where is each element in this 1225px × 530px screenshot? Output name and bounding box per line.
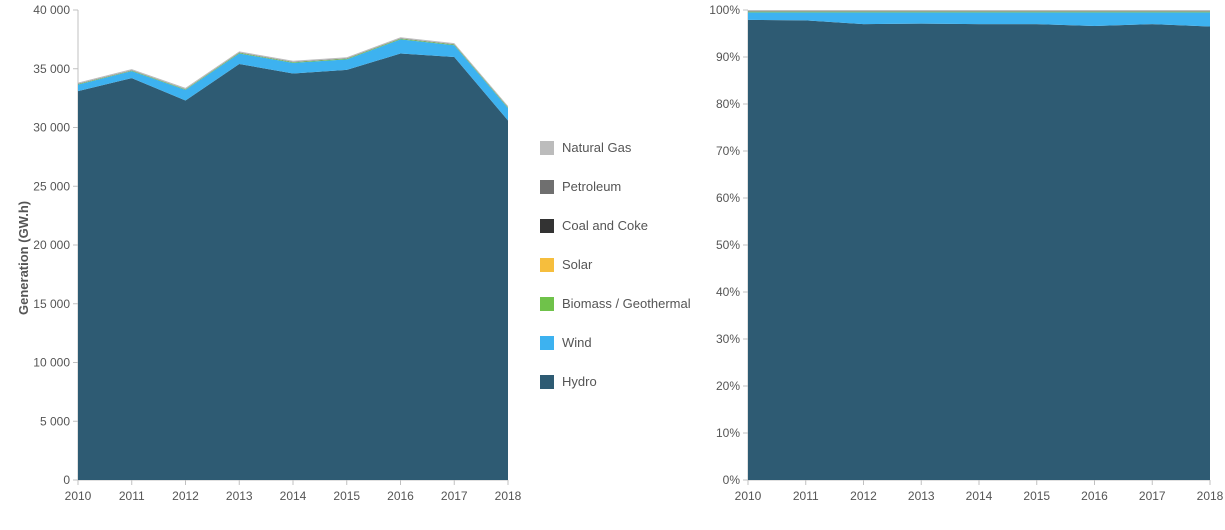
y-tick-label: 90% [716, 50, 740, 64]
y-tick-label: 20% [716, 379, 740, 393]
legend-swatch-natgas [540, 141, 554, 155]
legend-item-natgas: Natural Gas [540, 140, 691, 155]
x-tick-label: 2011 [793, 489, 819, 503]
legend-swatch-petroleum [540, 180, 554, 194]
legend-swatch-hydro [540, 375, 554, 389]
x-tick-label: 2013 [908, 489, 935, 503]
legend-swatch-biomass [540, 297, 554, 311]
series-natgas [748, 10, 1210, 11]
legend-label: Wind [562, 335, 592, 350]
legend-item-biomass: Biomass / Geothermal [540, 296, 691, 311]
y-tick-label: 30% [716, 332, 740, 346]
y-tick-label: 50% [716, 238, 740, 252]
x-tick-label: 2018 [1197, 489, 1224, 503]
x-tick-label: 2012 [850, 489, 877, 503]
legend-swatch-wind [540, 336, 554, 350]
legend-label: Petroleum [562, 179, 621, 194]
y-tick-label: 70% [716, 144, 740, 158]
y-tick-label: 80% [716, 97, 740, 111]
legend-item-coal: Coal and Coke [540, 218, 691, 233]
legend-item-solar: Solar [540, 257, 691, 272]
y-tick-label: 100% [709, 3, 740, 17]
y-tick-label: 40% [716, 285, 740, 299]
legend-item-hydro: Hydro [540, 374, 691, 389]
x-tick-label: 2016 [1081, 489, 1108, 503]
series-biomass [748, 12, 1210, 13]
legend-label: Natural Gas [562, 140, 631, 155]
y-tick-label: 0% [723, 473, 741, 487]
legend-label: Solar [562, 257, 592, 272]
x-tick-label: 2014 [966, 489, 993, 503]
legend: Natural Gas Petroleum Coal and Coke Solar Bi… [540, 140, 691, 413]
y-tick-label: 10% [716, 426, 740, 440]
legend-item-petroleum: Petroleum [540, 179, 691, 194]
x-tick-label: 2015 [1023, 489, 1050, 503]
y-tick-label: 60% [716, 191, 740, 205]
legend-swatch-coal [540, 219, 554, 233]
legend-label: Biomass / Geothermal [562, 296, 691, 311]
series-hydro [748, 20, 1210, 480]
legend-item-wind: Wind [540, 335, 691, 350]
legend-swatch-solar [540, 258, 554, 272]
x-tick-label: 2010 [735, 489, 762, 503]
x-tick-label: 2017 [1139, 489, 1166, 503]
legend-label: Hydro [562, 374, 597, 389]
legend-label: Coal and Coke [562, 218, 648, 233]
